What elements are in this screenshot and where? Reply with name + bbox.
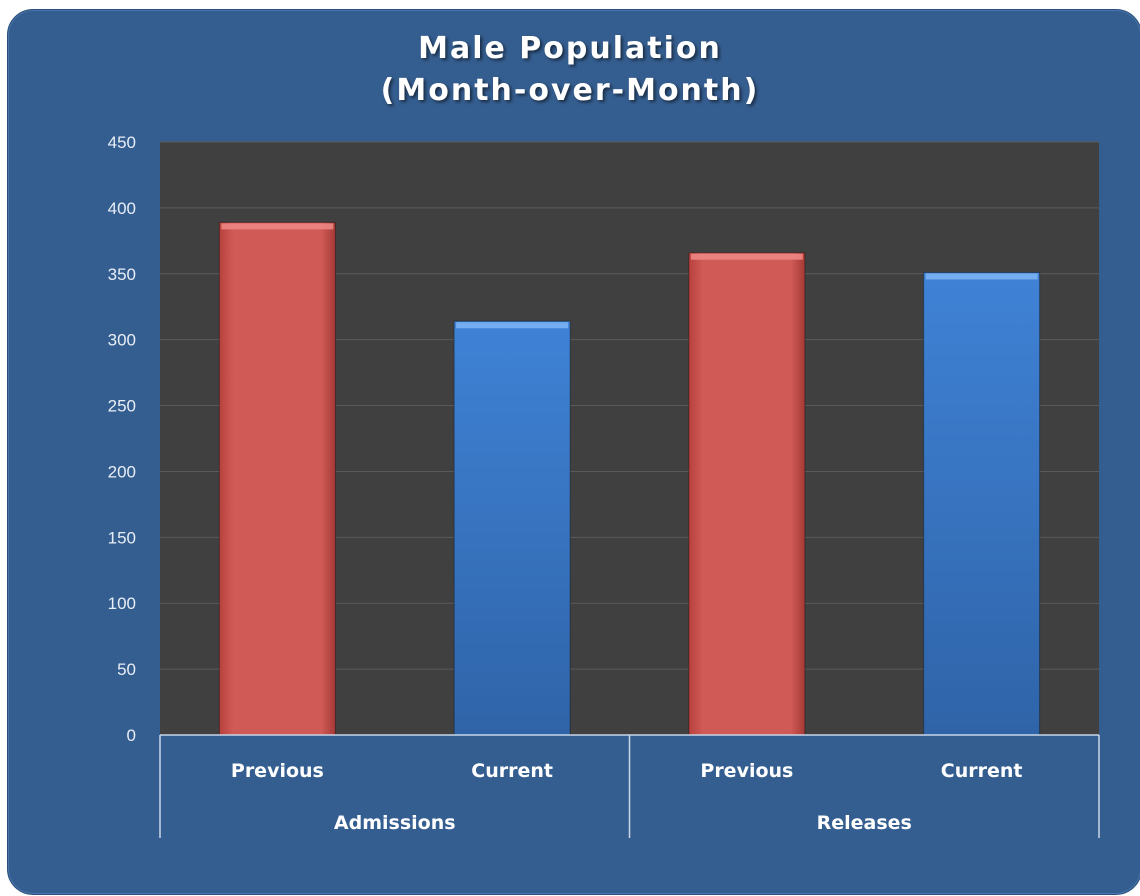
bar-group [218,221,336,736]
y-tick-label: 400 [108,199,136,218]
bar-highlight [925,273,1038,280]
bar-highlight [690,253,803,260]
group-label: Admissions [334,812,456,834]
chart-title: Male Population (Month-over-Month) [0,28,1140,112]
category-label: Current [471,760,553,782]
bar [453,320,571,736]
category-label: Previous [231,760,324,782]
y-tick-label: 200 [108,462,136,481]
bar-highlight [456,322,569,329]
y-tick-label: 0 [127,726,136,745]
y-tick-label: 150 [108,528,136,547]
chart-title-line-2: (Month-over-Month) [380,73,760,108]
y-tick-label: 250 [108,397,136,416]
bar [688,252,806,736]
bar [923,271,1041,736]
category-label: Previous [700,760,793,782]
group-label: Releases [817,812,912,834]
bar-group [923,271,1041,736]
y-tick-label: 350 [108,265,136,284]
bar-highlight [221,223,334,230]
y-tick-label: 100 [108,594,136,613]
y-tick-label: 50 [117,660,136,679]
bar-group [453,320,571,736]
category-label: Current [941,760,1023,782]
bar-group [688,252,806,736]
y-tick-label: 450 [108,133,136,152]
chart-title-line-1: Male Population [418,31,722,66]
bar [218,221,336,736]
y-tick-label: 300 [108,331,136,350]
